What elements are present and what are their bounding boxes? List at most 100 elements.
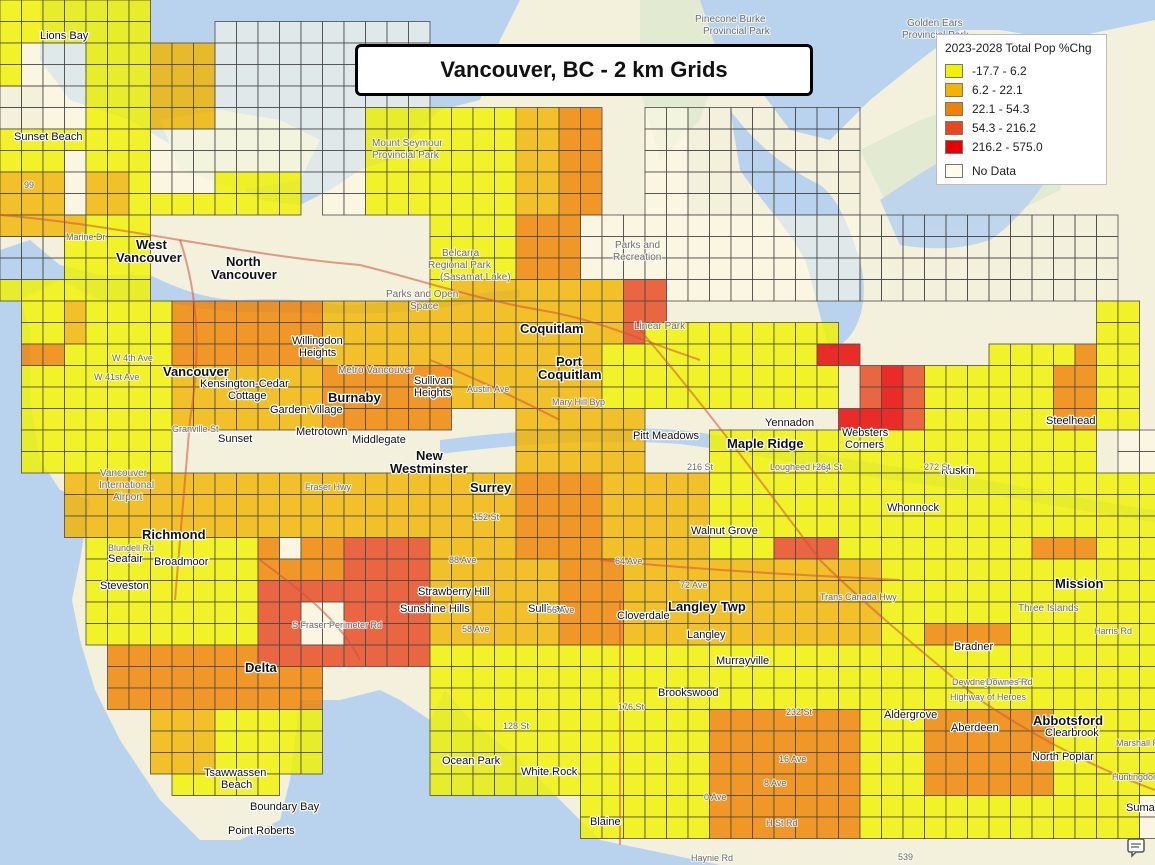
grid-cell[interactable] xyxy=(150,343,173,366)
grid-cell[interactable] xyxy=(1096,816,1119,839)
grid-cell[interactable] xyxy=(558,472,581,495)
grid-cell[interactable] xyxy=(107,666,130,689)
grid-cell[interactable] xyxy=(64,300,87,323)
grid-cell[interactable] xyxy=(773,386,796,409)
grid-cell[interactable] xyxy=(386,580,409,603)
grid-cell[interactable] xyxy=(1096,343,1119,366)
grid-cell[interactable] xyxy=(644,623,667,646)
grid-cell[interactable] xyxy=(1053,537,1076,560)
grid-cell[interactable] xyxy=(472,322,495,345)
comment-icon[interactable] xyxy=(1126,836,1148,858)
grid-cell[interactable] xyxy=(515,171,538,194)
grid-cell[interactable] xyxy=(709,537,732,560)
grid-cell[interactable] xyxy=(924,730,947,753)
grid-cell[interactable] xyxy=(752,279,775,302)
grid-cell[interactable] xyxy=(816,623,839,646)
grid-cell[interactable] xyxy=(279,64,302,87)
grid-cell[interactable] xyxy=(730,494,753,517)
grid-cell[interactable] xyxy=(300,666,323,689)
grid-cell[interactable] xyxy=(816,472,839,495)
grid-cell[interactable] xyxy=(0,21,22,44)
grid-cell[interactable] xyxy=(1117,300,1140,323)
grid-cell[interactable] xyxy=(472,644,495,667)
grid-cell[interactable] xyxy=(537,429,560,452)
grid-cell[interactable] xyxy=(816,386,839,409)
grid-cell[interactable] xyxy=(1096,386,1119,409)
grid-cell[interactable] xyxy=(42,408,65,431)
grid-cell[interactable] xyxy=(687,752,710,775)
grid-cell[interactable] xyxy=(128,21,151,44)
grid-cell[interactable] xyxy=(816,515,839,538)
grid-cell[interactable] xyxy=(365,193,388,216)
grid-cell[interactable] xyxy=(236,580,259,603)
grid-cell[interactable] xyxy=(881,666,904,689)
grid-cell[interactable] xyxy=(623,666,646,689)
grid-cell[interactable] xyxy=(945,515,968,538)
grid-cell[interactable] xyxy=(85,386,108,409)
grid-cell[interactable] xyxy=(902,730,925,753)
grid-cell[interactable] xyxy=(967,752,990,775)
grid-cell[interactable] xyxy=(537,709,560,732)
grid-cell[interactable] xyxy=(924,537,947,560)
grid-cell[interactable] xyxy=(279,666,302,689)
grid-cell[interactable] xyxy=(773,730,796,753)
grid-cell[interactable] xyxy=(85,193,108,216)
grid-cell[interactable] xyxy=(279,537,302,560)
grid-cell[interactable] xyxy=(515,193,538,216)
grid-cell[interactable] xyxy=(1117,494,1140,517)
grid-cell[interactable] xyxy=(150,494,173,517)
grid-cell[interactable] xyxy=(193,128,216,151)
grid-cell[interactable] xyxy=(64,408,87,431)
grid-cell[interactable] xyxy=(730,322,753,345)
grid-cell[interactable] xyxy=(1074,343,1097,366)
grid-cell[interactable] xyxy=(580,171,603,194)
grid-cell[interactable] xyxy=(1010,623,1033,646)
grid-cell[interactable] xyxy=(601,365,624,388)
grid-cell[interactable] xyxy=(1031,558,1054,581)
grid-cell[interactable] xyxy=(300,365,323,388)
grid-cell[interactable] xyxy=(816,257,839,280)
grid-cell[interactable] xyxy=(580,558,603,581)
grid-cell[interactable] xyxy=(0,257,22,280)
grid-cell[interactable] xyxy=(1053,623,1076,646)
grid-cell[interactable] xyxy=(150,322,173,345)
grid-cell[interactable] xyxy=(279,515,302,538)
grid-cell[interactable] xyxy=(537,666,560,689)
grid-cell[interactable] xyxy=(1096,795,1119,818)
grid-cell[interactable] xyxy=(236,21,259,44)
grid-cell[interactable] xyxy=(1031,472,1054,495)
grid-cell[interactable] xyxy=(1010,644,1033,667)
grid-cell[interactable] xyxy=(902,816,925,839)
grid-cell[interactable] xyxy=(1053,644,1076,667)
grid-cell[interactable] xyxy=(1074,537,1097,560)
grid-cell[interactable] xyxy=(816,365,839,388)
grid-cell[interactable] xyxy=(924,601,947,624)
grid-cell[interactable] xyxy=(494,666,517,689)
grid-cell[interactable] xyxy=(451,171,474,194)
grid-cell[interactable] xyxy=(150,709,173,732)
grid-cell[interactable] xyxy=(343,580,366,603)
grid-cell[interactable] xyxy=(558,128,581,151)
grid-cell[interactable] xyxy=(902,601,925,624)
grid-cell[interactable] xyxy=(236,687,259,710)
grid-cell[interactable] xyxy=(515,236,538,259)
grid-cell[interactable] xyxy=(558,537,581,560)
grid-cell[interactable] xyxy=(236,322,259,345)
grid-cell[interactable] xyxy=(988,472,1011,495)
grid-cell[interactable] xyxy=(795,816,818,839)
grid-cell[interactable] xyxy=(1139,472,1155,495)
grid-cell[interactable] xyxy=(279,107,302,130)
grid-cell[interactable] xyxy=(128,128,151,151)
grid-cell[interactable] xyxy=(838,343,861,366)
grid-cell[interactable] xyxy=(1031,773,1054,796)
grid-cell[interactable] xyxy=(515,429,538,452)
grid-cell[interactable] xyxy=(580,623,603,646)
grid-cell[interactable] xyxy=(859,730,882,753)
grid-cell[interactable] xyxy=(128,150,151,173)
grid-cell[interactable] xyxy=(128,107,151,130)
grid-cell[interactable] xyxy=(214,21,237,44)
grid-cell[interactable] xyxy=(128,300,151,323)
grid-cell[interactable] xyxy=(193,171,216,194)
grid-cell[interactable] xyxy=(709,365,732,388)
grid-cell[interactable] xyxy=(988,580,1011,603)
